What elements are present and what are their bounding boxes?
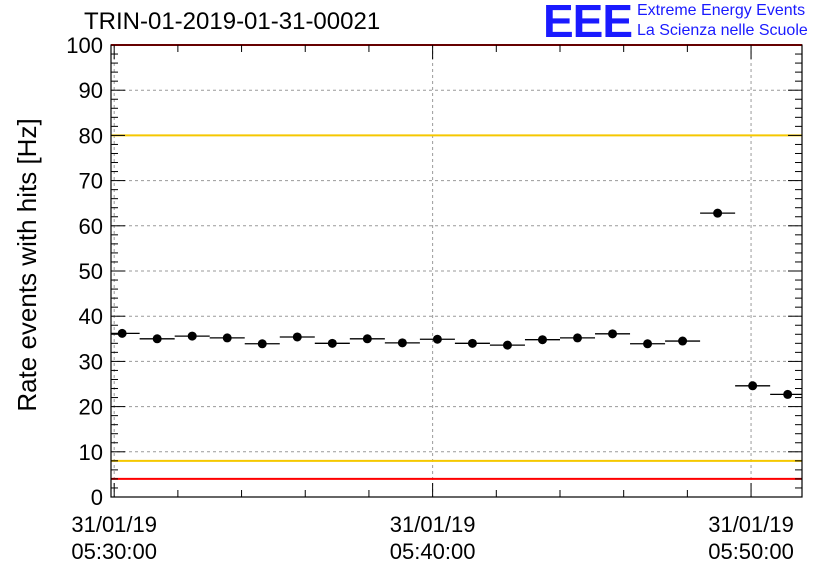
data-point	[187, 331, 197, 341]
y-tick-label: 100	[66, 33, 103, 58]
data-point	[152, 334, 162, 344]
data-point	[117, 328, 127, 338]
y-tick-label: 90	[79, 78, 103, 103]
y-tick-label: 80	[79, 123, 103, 148]
chart-title: TRIN-01-2019-01-31-00021	[84, 8, 381, 35]
y-tick-label: 40	[79, 304, 103, 329]
reference-lines	[111, 44, 802, 480]
y-axis-label: Rate events with hits [Hz]	[12, 118, 42, 411]
data-points	[111, 208, 802, 399]
x-tick-time: 05:40:00	[390, 539, 476, 564]
x-tick-date: 31/01/19	[708, 512, 794, 537]
x-tick-date: 31/01/19	[390, 512, 476, 537]
data-point	[537, 335, 547, 345]
data-point	[257, 339, 267, 349]
data-point	[292, 332, 302, 342]
data-point	[432, 334, 442, 344]
x-tick-time: 05:50:00	[708, 539, 794, 564]
y-tick-label: 10	[79, 440, 103, 465]
data-point	[327, 338, 337, 348]
tick-labels: 010203040506070809010031/01/1905:30:0031…	[66, 33, 794, 564]
data-point	[678, 336, 688, 346]
plot-frame	[110, 44, 803, 498]
logo-line-1: Extreme Energy Events	[637, 2, 806, 19]
data-point	[502, 340, 512, 350]
logo-mark: EEE	[543, 0, 633, 47]
data-point	[397, 338, 407, 348]
data-point	[467, 338, 477, 348]
data-point	[713, 208, 723, 218]
x-tick-date: 31/01/19	[71, 512, 157, 537]
data-point	[643, 339, 653, 349]
data-point	[222, 333, 232, 343]
data-point	[783, 389, 793, 399]
y-tick-label: 60	[79, 214, 103, 239]
x-tick-time: 05:30:00	[71, 539, 157, 564]
grid	[111, 45, 802, 497]
data-point	[573, 333, 583, 343]
data-point	[608, 329, 618, 339]
logo-line-2: La Scienza nelle Scuole	[637, 22, 808, 39]
y-tick-label: 50	[79, 259, 103, 284]
data-point	[748, 381, 758, 391]
y-tick-label: 0	[91, 485, 103, 510]
y-tick-label: 70	[79, 169, 103, 194]
data-point	[362, 334, 372, 344]
y-tick-label: 30	[79, 349, 103, 374]
y-tick-label: 20	[79, 395, 103, 420]
